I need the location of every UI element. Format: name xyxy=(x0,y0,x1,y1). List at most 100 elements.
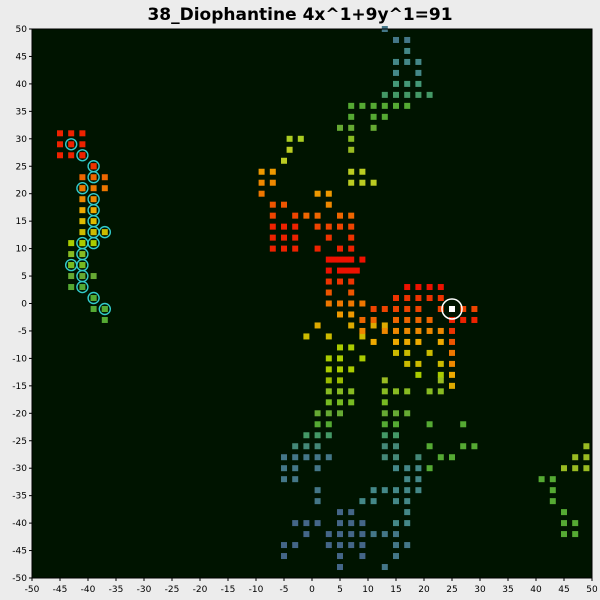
data-point xyxy=(393,487,399,494)
plot-title: 38_Diophantine 4x^1+9y^1=91 xyxy=(147,5,453,25)
data-point xyxy=(415,58,422,65)
data-point xyxy=(404,465,411,472)
data-point xyxy=(325,399,332,406)
data-point xyxy=(460,443,467,450)
data-point xyxy=(337,542,343,549)
data-point xyxy=(297,135,304,142)
data-point xyxy=(381,327,388,334)
circled-point-ring xyxy=(64,138,78,151)
data-point xyxy=(79,130,86,137)
data-point xyxy=(90,305,97,312)
data-point xyxy=(269,179,276,186)
data-point xyxy=(549,476,556,483)
data-point xyxy=(393,327,399,334)
data-point xyxy=(393,69,399,76)
data-point xyxy=(393,542,399,549)
data-point xyxy=(325,355,332,362)
data-point xyxy=(325,278,332,285)
data-point xyxy=(258,168,265,175)
y-tick-label: 25 xyxy=(16,162,27,172)
highlight-marker xyxy=(441,298,463,320)
data-point xyxy=(303,443,310,450)
data-point xyxy=(549,498,556,505)
data-point xyxy=(572,454,579,461)
y-tick-label: 50 xyxy=(16,25,28,35)
data-point xyxy=(101,185,108,192)
data-point xyxy=(314,190,321,197)
data-point xyxy=(337,212,343,219)
data-point xyxy=(342,256,349,263)
data-point xyxy=(437,371,444,378)
data-point xyxy=(572,520,579,527)
data-point xyxy=(314,498,321,505)
data-point xyxy=(90,185,97,192)
data-point xyxy=(359,179,366,186)
data-point xyxy=(68,284,75,291)
data-point xyxy=(348,289,355,296)
data-point xyxy=(337,245,343,252)
data-point xyxy=(292,223,299,230)
data-point xyxy=(426,295,433,302)
y-tick-label: -40 xyxy=(12,519,27,529)
data-point xyxy=(471,316,478,323)
data-point xyxy=(348,168,355,175)
data-point xyxy=(292,245,299,252)
highlight-point xyxy=(449,305,455,312)
data-point xyxy=(437,338,444,345)
data-point xyxy=(404,338,411,345)
data-point xyxy=(381,377,388,384)
data-point xyxy=(370,113,377,120)
data-point xyxy=(79,207,86,214)
data-point xyxy=(404,487,411,494)
data-point xyxy=(404,360,411,367)
data-point xyxy=(57,152,63,159)
data-point xyxy=(314,520,321,527)
data-point xyxy=(303,333,310,340)
data-point xyxy=(381,305,388,312)
x-tick-label: 20 xyxy=(418,585,430,595)
data-point xyxy=(404,295,411,302)
data-point xyxy=(348,300,355,307)
data-point xyxy=(90,218,97,225)
data-point xyxy=(404,410,411,417)
data-point xyxy=(449,349,455,356)
data-point xyxy=(101,305,108,312)
data-point xyxy=(79,141,86,148)
data-point xyxy=(393,498,399,505)
data-point xyxy=(337,355,343,362)
data-point xyxy=(337,124,343,131)
data-point xyxy=(572,465,579,472)
y-tick-label: 40 xyxy=(16,80,28,90)
data-point xyxy=(449,327,455,334)
plot-area[interactable] xyxy=(32,29,592,578)
data-point xyxy=(393,531,399,538)
data-point xyxy=(415,487,422,494)
circled-point-ring xyxy=(76,280,89,294)
data-point xyxy=(281,201,287,208)
circled-point-ring xyxy=(98,302,112,316)
data-point xyxy=(348,179,355,186)
data-point xyxy=(381,91,388,98)
data-point xyxy=(404,284,411,291)
data-point xyxy=(415,316,422,323)
data-point xyxy=(303,454,310,461)
data-point xyxy=(393,91,399,98)
data-point xyxy=(325,388,332,395)
data-point xyxy=(359,531,366,538)
data-point xyxy=(381,487,388,494)
data-point xyxy=(393,454,399,461)
data-point xyxy=(314,223,321,230)
data-point xyxy=(404,520,411,527)
data-point xyxy=(415,360,422,367)
data-point xyxy=(325,454,332,461)
data-point xyxy=(68,240,75,247)
data-point xyxy=(370,305,377,312)
data-point xyxy=(348,344,355,351)
data-point xyxy=(325,190,332,197)
data-point xyxy=(325,256,332,263)
data-point xyxy=(381,421,388,428)
data-point xyxy=(393,421,399,428)
data-point xyxy=(269,212,276,219)
data-point xyxy=(471,443,478,450)
